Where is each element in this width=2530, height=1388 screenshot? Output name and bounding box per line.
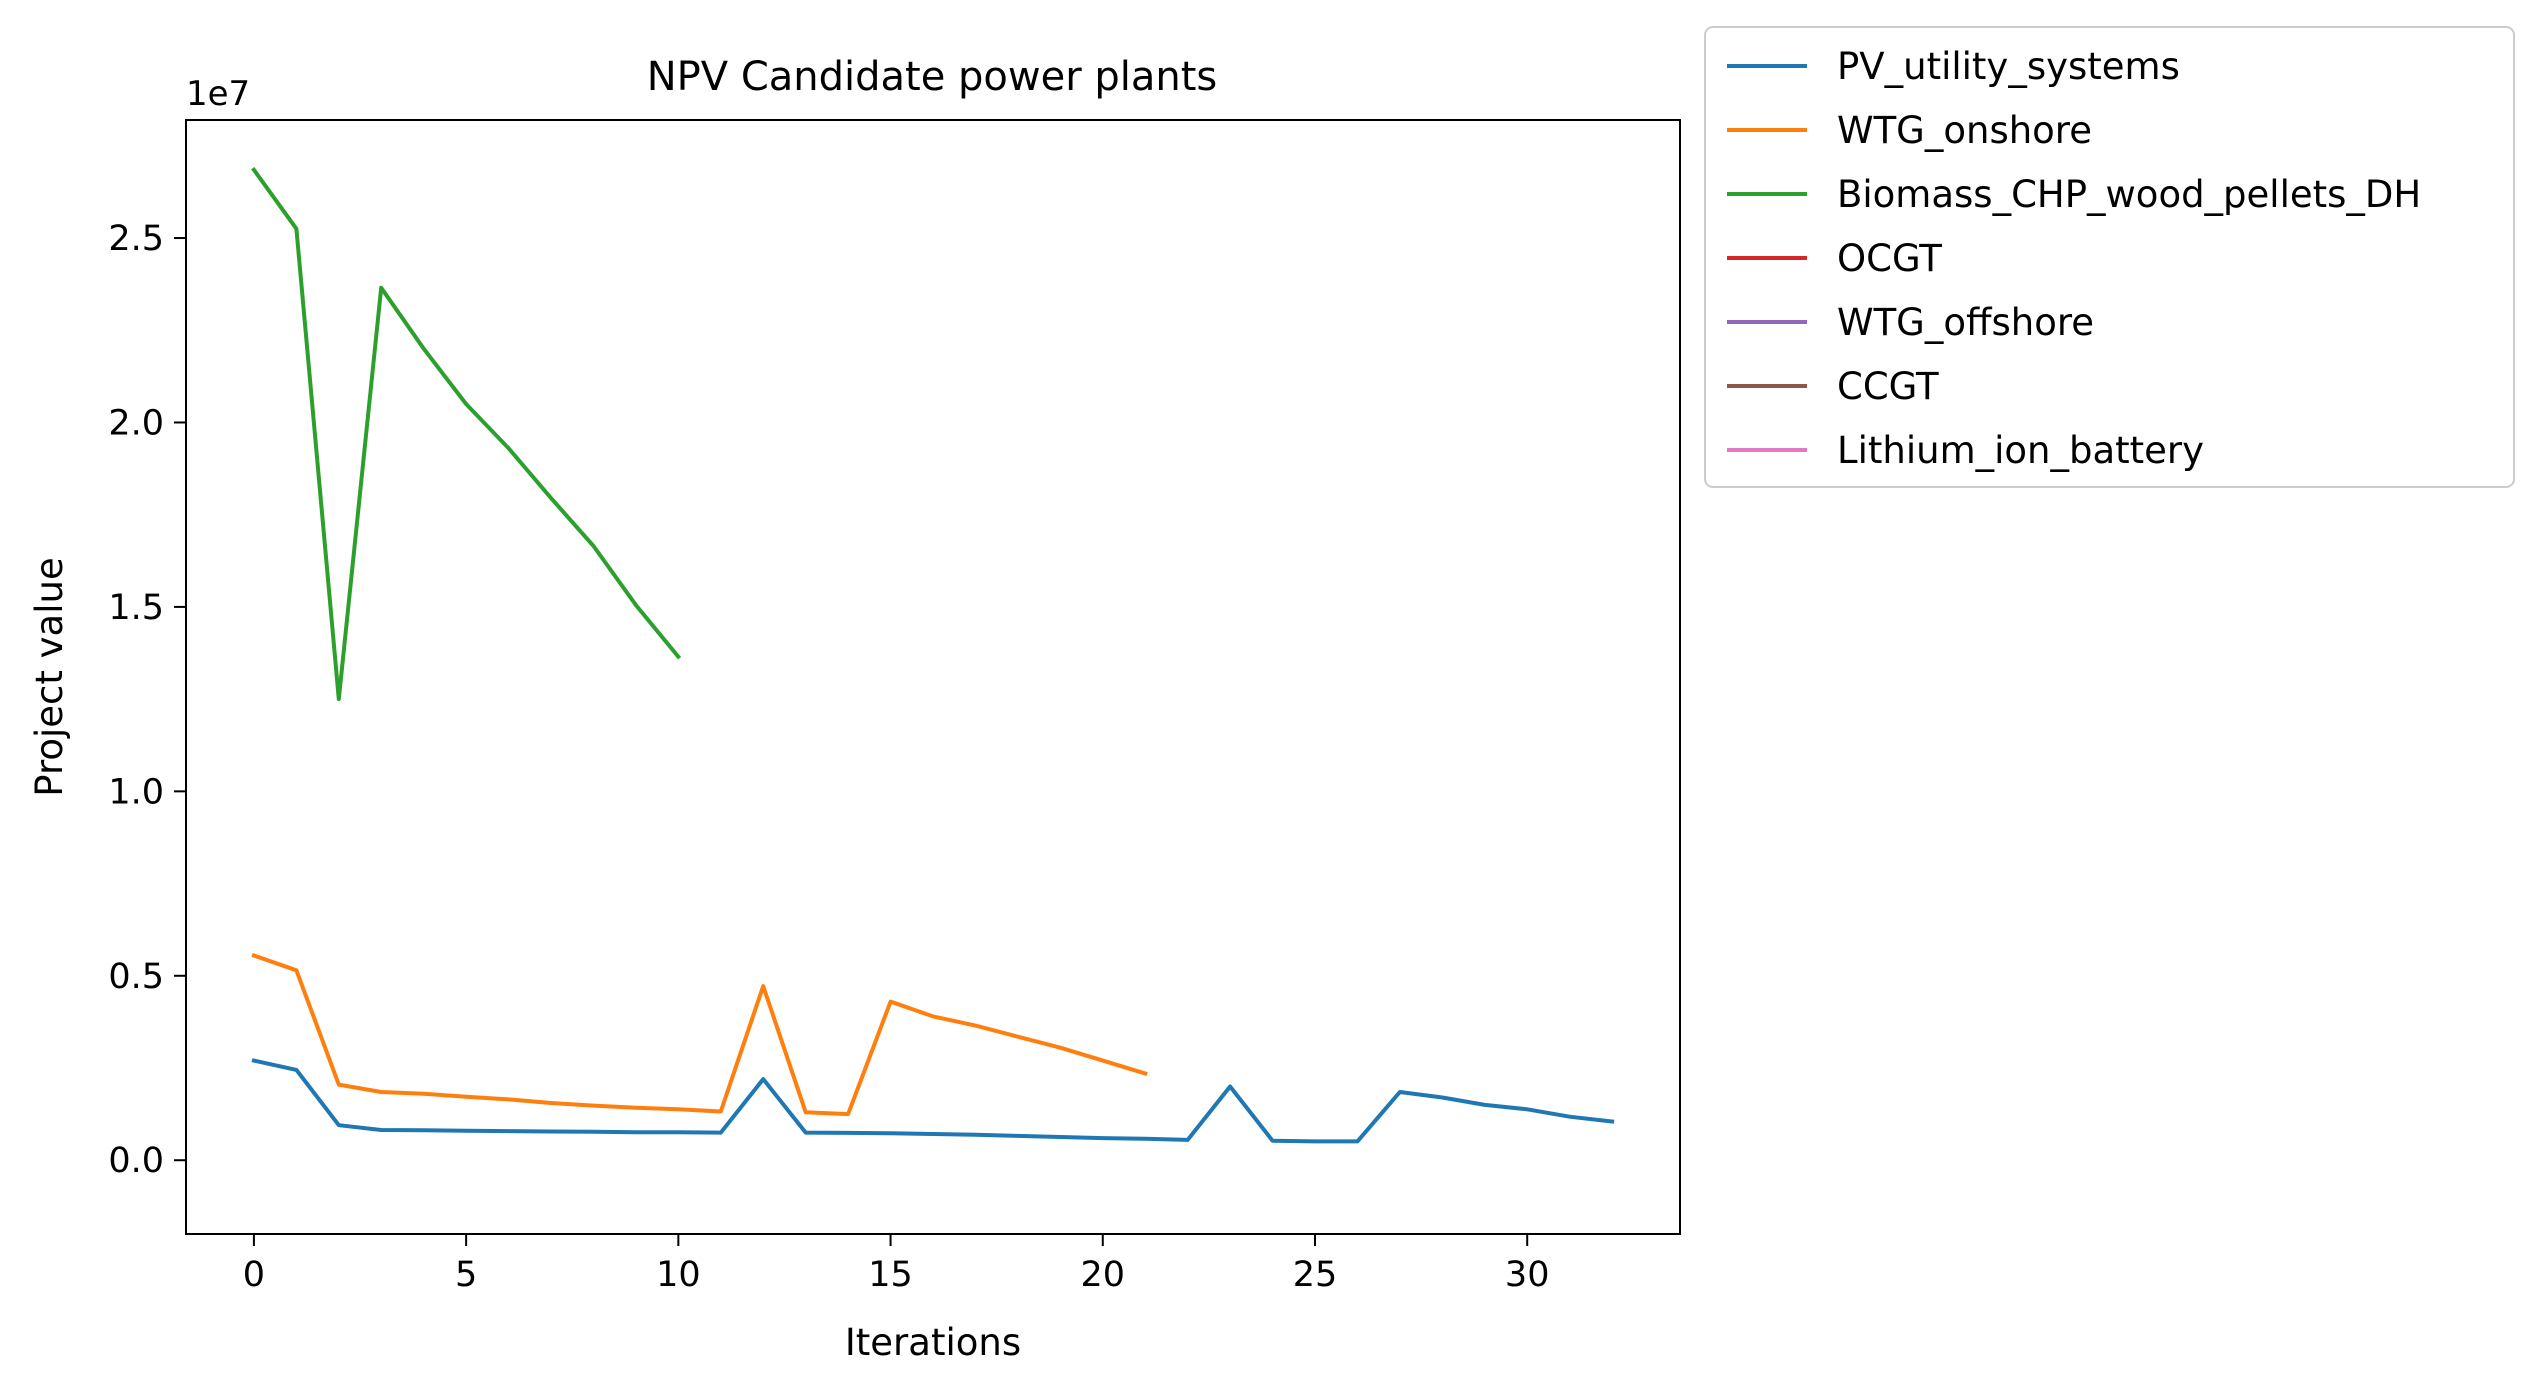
plot-frame [185, 119, 1681, 1235]
x-axis-label: Iterations [845, 1321, 1021, 1364]
legend-label: WTG_offshore [1837, 301, 2094, 344]
series-layer [251, 167, 1615, 1144]
legend: PV_utility_systems WTG_onshore Biomass_CHP… [1704, 26, 2515, 488]
x-tick-label: 30 [1505, 1255, 1550, 1295]
series-line-2 [251, 167, 682, 702]
y-axis-offset-label: 1e7 [186, 74, 250, 114]
y-tick-label: 2.5 [108, 219, 164, 259]
x-tick-label: 25 [1293, 1255, 1338, 1295]
legend-frame [1704, 26, 2515, 488]
x-tick-label: 0 [243, 1255, 265, 1295]
legend-label: OCGT [1837, 237, 1942, 280]
legend-label: WTG_onshore [1837, 109, 2092, 152]
series-line-1 [251, 952, 1148, 1117]
y-axis-label: Project value [28, 557, 71, 796]
y-tick-label: 2.0 [108, 403, 164, 443]
y-tick-label: 1.5 [108, 588, 164, 628]
series-line-0 [251, 1058, 1615, 1144]
legend-label: PV_utility_systems [1837, 45, 2180, 88]
x-tick-label: 10 [656, 1255, 701, 1295]
legend-label: Lithium_ion_battery [1837, 429, 2204, 472]
y-tick-label: 0.0 [108, 1141, 164, 1181]
legend-items: PV_utility_systems WTG_onshore Biomass_CHP… [1727, 45, 2421, 472]
x-tick-label: 15 [868, 1255, 913, 1295]
x-tick-label: 20 [1080, 1255, 1125, 1295]
y-tick-label: 0.5 [108, 957, 164, 997]
x-tick-label: 5 [455, 1255, 477, 1295]
legend-label: CCGT [1837, 365, 1939, 408]
x-axis: 0 5 10 15 20 25 30 [243, 1234, 1550, 1295]
legend-label: Biomass_CHP_wood_pellets_DH [1837, 173, 2421, 216]
y-tick-label: 1.0 [108, 772, 164, 812]
y-axis: 0.0 0.5 1.0 1.5 2.0 2.5 [108, 219, 186, 1181]
chart-title: NPV Candidate power plants [647, 54, 1218, 100]
plot-area [185, 119, 1681, 1235]
